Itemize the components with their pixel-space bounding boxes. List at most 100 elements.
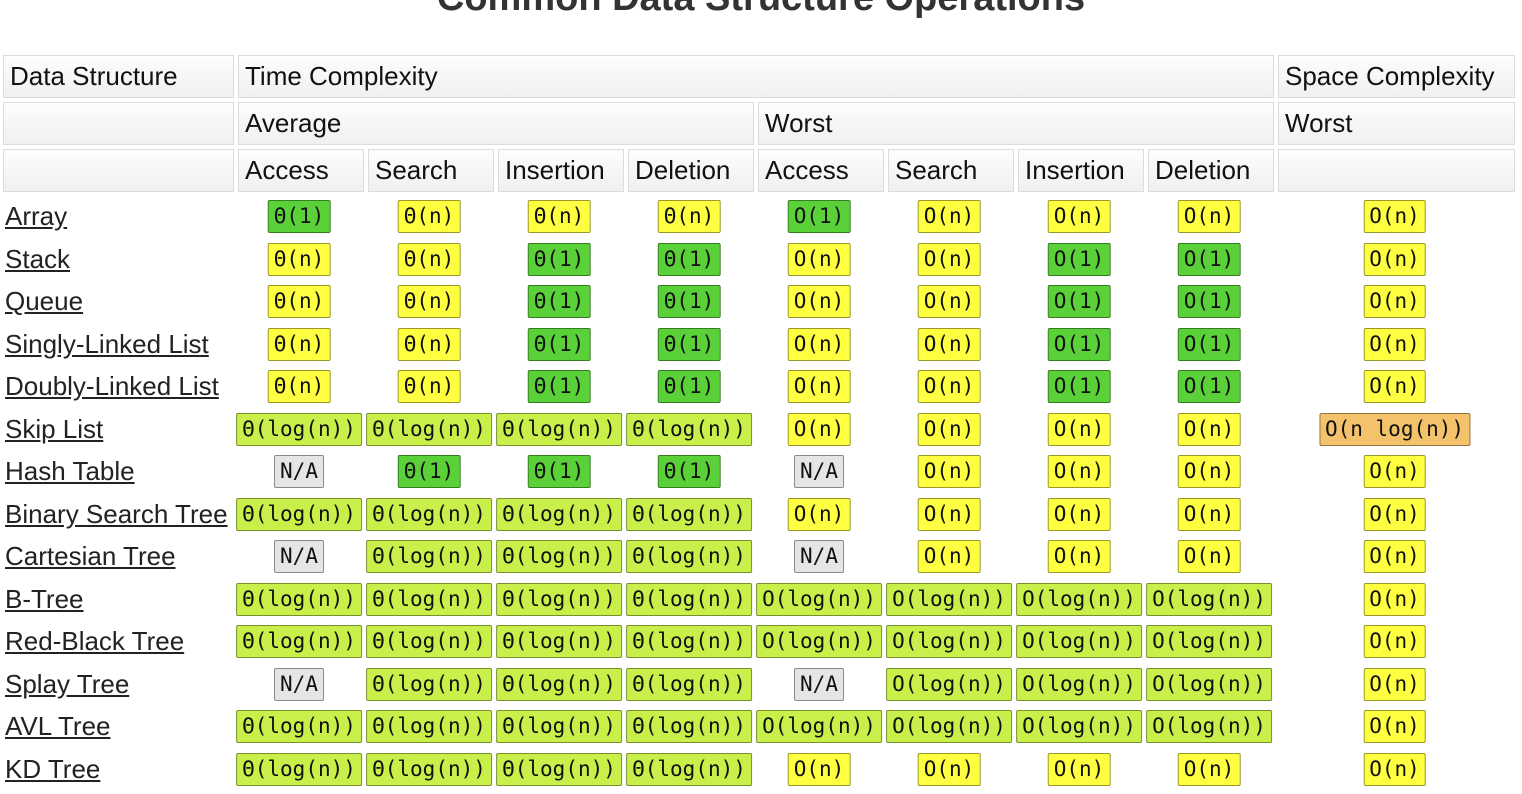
complexity-badge: O(n) [1363, 710, 1426, 743]
complexity-badge: O(n) [1047, 200, 1111, 233]
complexity-badge: N/A [274, 455, 324, 488]
complexity-badge: Θ(log(n)) [626, 710, 752, 743]
complexity-badge: O(n) [917, 497, 981, 531]
header-cell: Search [888, 149, 1014, 192]
complexity-badge: O(n) [1177, 752, 1241, 786]
row-name[interactable]: Singly-Linked List [5, 328, 209, 359]
complexity-badge: N/A [274, 667, 324, 701]
complexity-badge: O(n) [917, 455, 981, 488]
header-cell: Worst [1278, 102, 1515, 145]
header-cell: Space Complexity [1278, 55, 1515, 98]
complexity-badge: O(n) [787, 327, 851, 361]
complexity-badge: Θ(n) [397, 285, 461, 318]
row-name[interactable]: Cartesian Tree [5, 541, 176, 571]
complexity-badge: O(n) [1047, 497, 1111, 531]
row-name[interactable]: AVL Tree [5, 711, 111, 741]
complexity-badge: O(log(n)) [1016, 710, 1142, 743]
complexity-badge: O(log(n)) [1016, 625, 1142, 658]
complexity-badge: Θ(n) [397, 242, 461, 276]
complexity-badge: O(n) [917, 370, 981, 403]
row-name[interactable]: KD Tree [5, 753, 101, 784]
complexity-badge: Θ(log(n)) [366, 667, 492, 701]
complexity-badge: O(n) [1047, 540, 1111, 573]
complexity-badge: O(n) [1177, 455, 1241, 488]
complexity-badge: Θ(1) [267, 200, 331, 233]
complexity-badge: O(1) [1047, 327, 1111, 361]
complexity-badge: Θ(log(n)) [496, 582, 622, 616]
complexity-badge: Θ(n) [657, 200, 721, 233]
complexity-badge: O(n) [917, 200, 981, 233]
complexity-badge: O(n) [787, 285, 851, 318]
row-name[interactable]: Queue [5, 286, 84, 316]
complexity-badge: Θ(log(n)) [626, 412, 752, 446]
complexity-badge: O(n) [1363, 497, 1426, 531]
complexity-badge: Θ(1) [657, 285, 721, 318]
complexity-badge: Θ(log(n)) [496, 710, 622, 743]
complexity-badge: Θ(log(n)) [236, 752, 362, 786]
complexity-badge: O(n) [1047, 455, 1111, 488]
complexity-badge: Θ(1) [527, 455, 591, 488]
complexity-badge: Θ(log(n)) [366, 412, 492, 446]
header-cell: Time Complexity [238, 55, 1274, 98]
complexity-badge: O(1) [1177, 370, 1241, 403]
header-cell: Data Structure [3, 55, 234, 98]
complexity-badge: Θ(1) [527, 285, 591, 318]
complexity-badge: Θ(log(n)) [496, 625, 622, 658]
complexity-badge: Θ(n) [267, 370, 331, 403]
complexity-badge: Θ(1) [657, 327, 721, 361]
complexity-badge: Θ(log(n)) [366, 752, 492, 786]
complexity-badge: O(n) [1177, 497, 1241, 531]
complexity-badge: O(n) [1363, 455, 1426, 488]
complexity-badge: Θ(log(n)) [496, 752, 622, 786]
complexity-badge: Θ(log(n)) [626, 582, 752, 616]
complexity-badge: Θ(1) [527, 242, 591, 276]
complexity-badge: O(1) [1177, 285, 1241, 318]
row-name[interactable]: Skip List [5, 413, 104, 444]
complexity-badge: O(n) [1363, 327, 1426, 361]
complexity-badge: O(log(n)) [756, 625, 882, 658]
complexity-badge: Θ(log(n)) [366, 540, 492, 573]
complexity-badge: O(n) [1363, 582, 1426, 616]
complexity-badge: O(n) [1363, 625, 1426, 658]
complexity-badge: O(n) [1177, 200, 1241, 233]
complexity-badge: O(1) [1047, 370, 1111, 403]
complexity-badge: N/A [794, 455, 844, 488]
complexity-badge: Θ(log(n)) [626, 667, 752, 701]
complexity-badge: O(n log(n)) [1318, 412, 1471, 446]
header-cell: Access [238, 149, 364, 192]
header-cell: Worst [758, 102, 1274, 145]
complexity-badge: Θ(log(n)) [626, 540, 752, 573]
complexity-badge: O(log(n)) [756, 710, 882, 743]
complexity-badge: Θ(n) [397, 370, 461, 403]
complexity-badge: O(n) [917, 540, 981, 573]
row-name[interactable]: Red-Black Tree [5, 626, 185, 656]
row-name[interactable]: B-Tree [5, 583, 84, 614]
complexity-badge: Θ(n) [267, 242, 331, 276]
complexity-badge: N/A [794, 540, 844, 573]
complexity-badge: O(1) [1047, 242, 1111, 276]
complexity-badge: O(log(n)) [886, 582, 1012, 616]
complexity-badge: O(log(n)) [1146, 582, 1272, 616]
complexity-badge: O(log(n)) [1016, 582, 1142, 616]
complexity-badge: O(n) [787, 242, 851, 276]
row-name[interactable]: Doubly-Linked List [5, 371, 219, 401]
row-name[interactable]: Hash Table [5, 456, 135, 486]
complexity-badge: Θ(log(n)) [496, 540, 622, 573]
header-cell [1278, 149, 1515, 192]
complexity-badge: Θ(log(n)) [626, 625, 752, 658]
complexity-badge: O(n) [1047, 412, 1111, 446]
complexity-badge: O(n) [1047, 752, 1111, 786]
complexity-badge: N/A [274, 540, 324, 573]
row-name[interactable]: Array [5, 201, 68, 231]
complexity-badge: Θ(n) [267, 285, 331, 318]
complexity-badge: Θ(log(n)) [496, 497, 622, 531]
complexity-badge: O(n) [1363, 242, 1426, 276]
complexity-badge: Θ(log(n)) [236, 412, 362, 446]
row-name[interactable]: Binary Search Tree [5, 498, 228, 529]
row-name[interactable]: Stack [5, 243, 71, 274]
header-cell: Insertion [1018, 149, 1144, 192]
complexity-badge: Θ(1) [657, 242, 721, 276]
header-cell: Average [238, 102, 754, 145]
row-name[interactable]: Splay Tree [5, 668, 130, 699]
